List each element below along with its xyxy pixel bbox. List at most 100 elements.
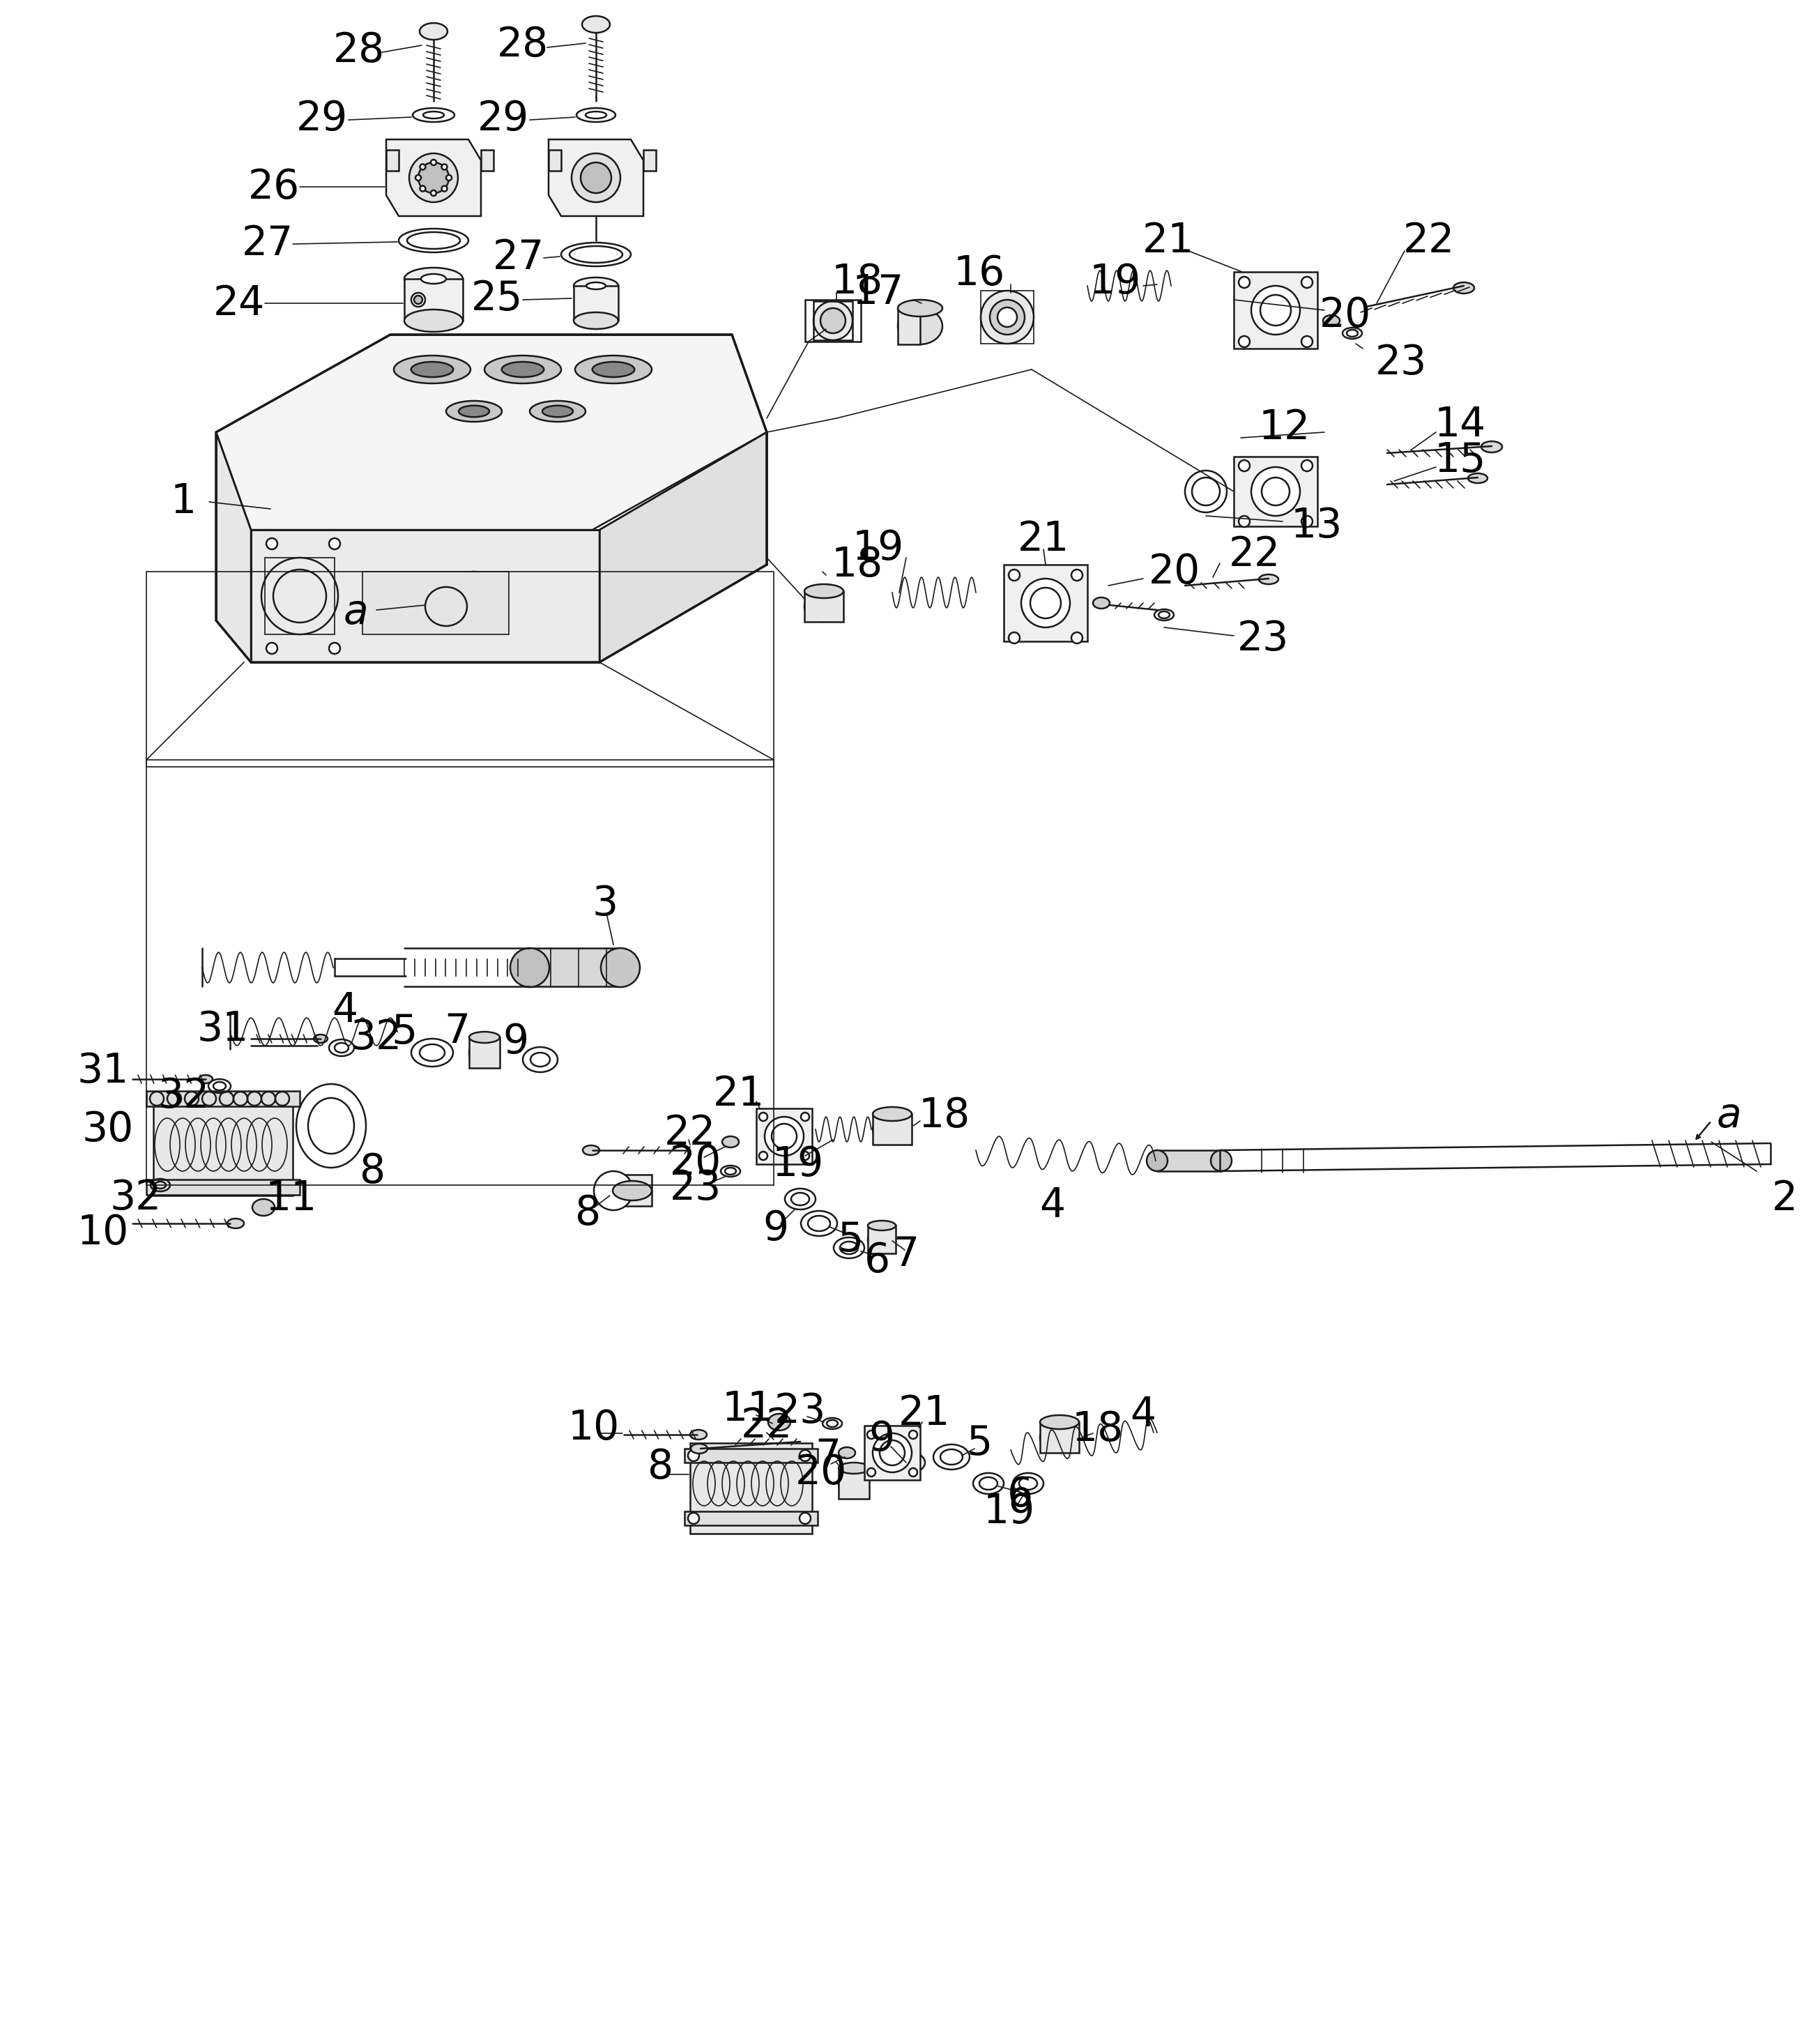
Circle shape bbox=[688, 1512, 699, 1525]
Ellipse shape bbox=[897, 309, 943, 345]
Circle shape bbox=[329, 538, 340, 550]
Ellipse shape bbox=[253, 1200, 275, 1216]
Text: 11: 11 bbox=[266, 1179, 317, 1218]
Ellipse shape bbox=[1250, 286, 1299, 335]
Ellipse shape bbox=[502, 361, 544, 378]
Ellipse shape bbox=[592, 361, 635, 378]
Ellipse shape bbox=[459, 406, 490, 416]
Ellipse shape bbox=[420, 187, 426, 191]
Circle shape bbox=[908, 1431, 917, 1439]
Bar bbox=[146, 1090, 300, 1106]
Ellipse shape bbox=[431, 191, 437, 195]
Bar bbox=[1005, 564, 1087, 641]
Ellipse shape bbox=[404, 309, 462, 331]
Ellipse shape bbox=[997, 307, 1017, 327]
Ellipse shape bbox=[411, 361, 453, 378]
Ellipse shape bbox=[446, 400, 502, 422]
Ellipse shape bbox=[804, 591, 843, 621]
Circle shape bbox=[1301, 516, 1312, 528]
Ellipse shape bbox=[821, 309, 846, 333]
Text: 5: 5 bbox=[391, 1011, 417, 1052]
Ellipse shape bbox=[431, 160, 437, 164]
Ellipse shape bbox=[1259, 574, 1278, 585]
Text: 26: 26 bbox=[248, 166, 300, 207]
Text: 21: 21 bbox=[1143, 221, 1194, 262]
Text: 7: 7 bbox=[894, 1234, 919, 1275]
Bar bbox=[644, 150, 655, 171]
Bar bbox=[1039, 1423, 1079, 1453]
Polygon shape bbox=[362, 572, 510, 633]
Ellipse shape bbox=[581, 162, 612, 193]
Bar bbox=[1234, 272, 1318, 349]
Text: 3: 3 bbox=[592, 883, 619, 924]
Ellipse shape bbox=[530, 400, 586, 422]
Text: 21: 21 bbox=[713, 1074, 764, 1114]
Text: 14: 14 bbox=[1434, 406, 1487, 445]
Ellipse shape bbox=[420, 164, 426, 171]
Bar bbox=[411, 583, 495, 617]
Bar bbox=[613, 1175, 652, 1206]
Bar bbox=[874, 1114, 912, 1145]
Text: 18: 18 bbox=[919, 1096, 970, 1135]
Ellipse shape bbox=[228, 1218, 244, 1228]
Text: 22: 22 bbox=[1229, 536, 1281, 574]
Text: 28: 28 bbox=[333, 30, 384, 71]
Bar bbox=[470, 1037, 501, 1068]
Ellipse shape bbox=[419, 162, 450, 193]
Ellipse shape bbox=[814, 300, 852, 341]
Text: 1: 1 bbox=[171, 481, 197, 522]
Bar bbox=[814, 300, 852, 341]
Bar bbox=[981, 290, 1034, 343]
Bar bbox=[839, 1468, 870, 1498]
Circle shape bbox=[688, 1449, 699, 1462]
Text: 17: 17 bbox=[852, 272, 905, 313]
Circle shape bbox=[1072, 631, 1083, 644]
Bar bbox=[864, 1425, 921, 1480]
Circle shape bbox=[1239, 276, 1250, 288]
Text: 32: 32 bbox=[158, 1076, 209, 1116]
Ellipse shape bbox=[573, 278, 619, 294]
Circle shape bbox=[866, 1468, 875, 1476]
Text: 23: 23 bbox=[670, 1169, 721, 1208]
Text: 5: 5 bbox=[966, 1423, 992, 1464]
Text: 31: 31 bbox=[76, 1052, 129, 1090]
Polygon shape bbox=[217, 432, 251, 662]
Bar bbox=[690, 1443, 812, 1533]
Text: 4: 4 bbox=[331, 991, 359, 1031]
Text: 9: 9 bbox=[763, 1208, 788, 1248]
Text: 4: 4 bbox=[1039, 1186, 1065, 1226]
Text: 2: 2 bbox=[1771, 1179, 1798, 1218]
Text: 29: 29 bbox=[297, 99, 348, 138]
Ellipse shape bbox=[442, 589, 464, 609]
Circle shape bbox=[801, 1151, 810, 1159]
Bar bbox=[530, 948, 621, 987]
Ellipse shape bbox=[874, 1114, 912, 1145]
Circle shape bbox=[266, 538, 277, 550]
Text: 18: 18 bbox=[832, 262, 883, 302]
Ellipse shape bbox=[839, 1468, 870, 1498]
Text: 21: 21 bbox=[1017, 520, 1070, 560]
Text: 10: 10 bbox=[76, 1212, 129, 1253]
Text: 23: 23 bbox=[774, 1393, 826, 1431]
Text: 27: 27 bbox=[493, 238, 544, 278]
Text: 12: 12 bbox=[1259, 408, 1310, 449]
Circle shape bbox=[866, 1431, 875, 1439]
Text: 8: 8 bbox=[360, 1151, 386, 1192]
Ellipse shape bbox=[415, 175, 420, 181]
Circle shape bbox=[266, 644, 277, 654]
Bar bbox=[480, 150, 493, 171]
Ellipse shape bbox=[1250, 467, 1299, 516]
Text: 10: 10 bbox=[568, 1409, 621, 1447]
Ellipse shape bbox=[690, 1429, 706, 1439]
Ellipse shape bbox=[404, 268, 462, 290]
Circle shape bbox=[1008, 631, 1019, 644]
Ellipse shape bbox=[839, 1447, 855, 1458]
Text: 27: 27 bbox=[242, 223, 293, 264]
Ellipse shape bbox=[768, 1413, 790, 1431]
Bar bbox=[684, 1512, 817, 1525]
Ellipse shape bbox=[411, 292, 426, 307]
Bar bbox=[146, 1179, 300, 1196]
Text: 22: 22 bbox=[1403, 221, 1454, 260]
Ellipse shape bbox=[413, 296, 422, 304]
Ellipse shape bbox=[868, 1226, 895, 1253]
